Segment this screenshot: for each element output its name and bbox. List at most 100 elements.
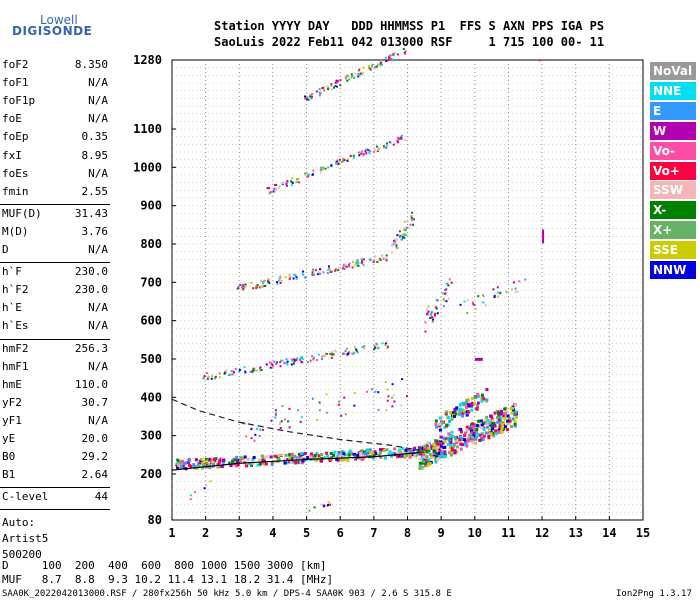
echo-point [396,53,399,56]
echo-point [444,410,448,414]
echo-point [206,459,210,463]
echo-point [251,458,255,462]
echo-point [361,261,364,264]
echo-point [295,359,298,362]
echo-point [295,277,298,280]
legend-item-nnw: NNW [650,261,696,279]
echo-point [438,454,442,458]
echo-point [245,435,248,438]
echo-point [474,357,483,361]
echo-point [334,162,337,165]
echo-point [318,272,321,275]
echo-point [421,445,425,449]
echo-point [499,410,503,414]
echo-point [329,271,332,274]
echo-point [384,456,388,460]
echo-point [462,403,466,407]
echo-point [419,446,423,450]
param-value: N/A [88,166,108,180]
echo-point [362,66,365,69]
echo-point [263,285,266,288]
echo-point [328,265,331,268]
echo-point [479,419,483,423]
echo-point [449,440,453,444]
echo-point [395,245,398,248]
echo-point [470,397,474,401]
echo-point [410,215,413,218]
echo-point [280,453,284,457]
echo-point [462,401,466,405]
echo-point [311,271,314,274]
param-value: N/A [88,413,108,427]
echo-point [435,457,439,461]
echo-point [273,360,276,363]
echo-point [236,287,239,290]
echo-point [493,296,496,299]
echo-point [341,267,344,270]
echo-point [403,220,406,223]
echo-point [511,408,515,412]
echo-point [381,342,384,345]
echo-point [418,461,422,465]
echo-point [459,402,463,406]
echo-point [222,462,226,466]
echo-point [255,369,258,372]
auto-line: Artist5 [2,532,49,546]
echo-point [498,421,502,425]
echo-point [200,457,204,461]
echo-point [491,419,495,423]
echo-point [468,427,472,431]
echo-point [514,410,518,414]
echo-point [391,396,394,399]
echo-point [490,424,494,428]
echo-point [202,459,206,463]
echo-point [257,458,261,462]
echo-point [374,390,377,393]
echo-point [421,451,425,455]
echo-point [274,190,277,193]
echo-point [432,451,436,455]
echo-point [507,422,511,426]
echo-point [340,414,343,417]
echo-point [443,425,447,429]
param-row-h`F: h`F 230.0 [2,265,108,280]
echo-point [398,454,402,458]
echo-point [438,451,442,455]
echo-point [179,460,183,464]
echo-point [204,457,208,461]
y-tick-label: 1100 [133,122,162,136]
param-label: foE [2,112,22,126]
echo-point [338,158,341,161]
echo-point [333,450,337,454]
echo-point [293,454,297,458]
echo-point [392,243,395,246]
echo-point [428,462,432,466]
echo-point [484,304,487,307]
separator [0,262,110,264]
echo-point [391,452,395,456]
echo-point [391,243,394,246]
echo-point [321,355,324,358]
echo-point [483,295,486,298]
echo-point [374,255,377,258]
echo-point [418,457,422,461]
echo-point [486,422,490,426]
echo-point [405,229,408,232]
echo-point [329,451,333,455]
echo-point [409,223,412,226]
echo-point [470,431,474,435]
echo-point [448,439,452,443]
echo-point [398,451,402,455]
echo-point [341,159,344,162]
echo-point [211,460,215,464]
y-tick-label: 700 [140,275,162,289]
echo-point [310,360,313,363]
echo-point [320,453,324,457]
echo-point [484,419,488,423]
echo-point [488,421,492,425]
echo-point [378,146,381,149]
echo-point [327,501,330,504]
echo-point [358,74,361,77]
header-line-2: SaoLuis 2022 Feb11 042 013000 RSF 1 715 … [214,35,605,49]
param-row-h`F2: h`F2 230.0 [2,283,108,298]
